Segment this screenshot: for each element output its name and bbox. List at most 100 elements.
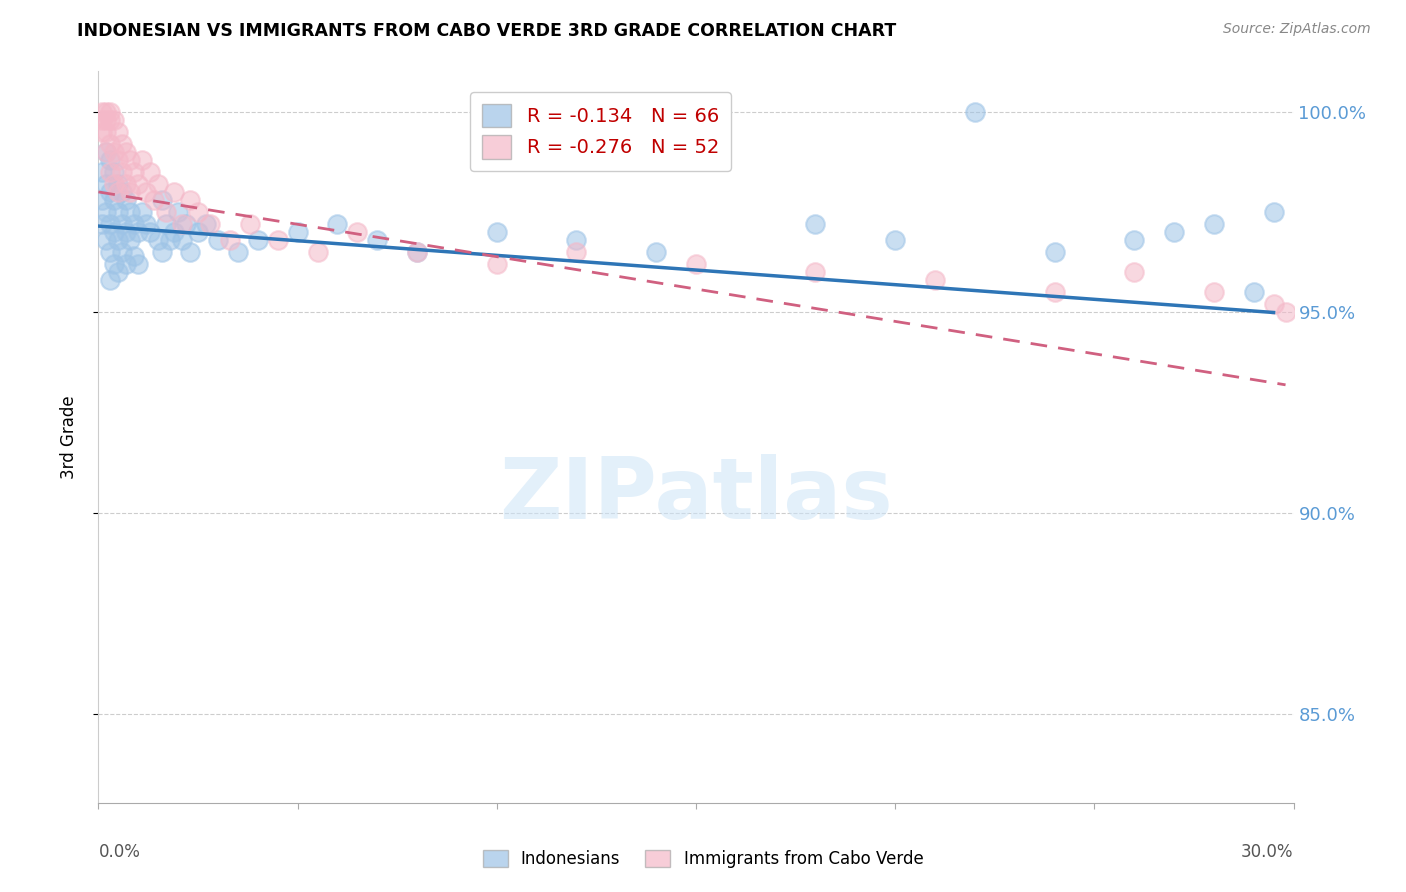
Point bbox=[804, 265, 827, 279]
Point bbox=[187, 225, 209, 239]
Point bbox=[139, 225, 162, 239]
Point bbox=[98, 165, 122, 179]
Point bbox=[1123, 265, 1146, 279]
Point bbox=[1043, 245, 1066, 260]
Point bbox=[120, 153, 142, 167]
Point bbox=[127, 257, 149, 271]
Point bbox=[239, 217, 262, 231]
Point bbox=[98, 245, 122, 260]
Point bbox=[179, 245, 201, 260]
Point bbox=[1123, 233, 1146, 247]
Point bbox=[645, 245, 668, 260]
Point bbox=[1202, 285, 1225, 300]
Text: 0.0%: 0.0% bbox=[98, 843, 141, 861]
Point bbox=[127, 225, 149, 239]
Point bbox=[103, 165, 125, 179]
Point bbox=[1043, 285, 1066, 300]
Point bbox=[565, 245, 588, 260]
Point bbox=[96, 112, 118, 127]
Point bbox=[326, 217, 349, 231]
Point bbox=[124, 217, 146, 231]
Point bbox=[91, 165, 114, 179]
Point bbox=[155, 217, 177, 231]
Point bbox=[207, 233, 229, 247]
Text: 30.0%: 30.0% bbox=[1241, 843, 1294, 861]
Point bbox=[155, 205, 177, 219]
Point bbox=[115, 177, 138, 191]
Point bbox=[924, 273, 946, 287]
Point bbox=[111, 136, 134, 151]
Text: ZIPatlas: ZIPatlas bbox=[499, 454, 893, 537]
Point bbox=[346, 225, 368, 239]
Point bbox=[103, 177, 125, 191]
Point bbox=[1202, 217, 1225, 231]
Point bbox=[107, 177, 129, 191]
Point bbox=[139, 165, 162, 179]
Point bbox=[120, 185, 142, 199]
Point bbox=[96, 233, 118, 247]
Point bbox=[163, 225, 186, 239]
Point bbox=[1274, 305, 1296, 319]
Point bbox=[98, 217, 122, 231]
Point bbox=[219, 233, 242, 247]
Y-axis label: 3rd Grade: 3rd Grade bbox=[59, 395, 77, 479]
Point bbox=[804, 217, 827, 231]
Point bbox=[406, 245, 429, 260]
Point bbox=[163, 185, 186, 199]
Point bbox=[115, 257, 138, 271]
Point bbox=[96, 104, 118, 119]
Point bbox=[174, 217, 197, 231]
Point bbox=[107, 153, 129, 167]
Point bbox=[107, 233, 129, 247]
Point bbox=[159, 233, 181, 247]
Point bbox=[91, 125, 114, 139]
Point bbox=[98, 273, 122, 287]
Point bbox=[111, 245, 134, 260]
Point bbox=[366, 233, 388, 247]
Point bbox=[150, 245, 173, 260]
Point bbox=[198, 217, 221, 231]
Point bbox=[91, 112, 114, 127]
Point bbox=[148, 233, 170, 247]
Point bbox=[135, 217, 157, 231]
Point bbox=[307, 245, 329, 260]
Point bbox=[111, 217, 134, 231]
Point bbox=[884, 233, 907, 247]
Point bbox=[1263, 297, 1285, 311]
Legend: R = -0.134   N = 66, R = -0.276   N = 52: R = -0.134 N = 66, R = -0.276 N = 52 bbox=[470, 92, 731, 170]
Point bbox=[406, 245, 429, 260]
Point bbox=[150, 193, 173, 207]
Point bbox=[187, 205, 209, 219]
Legend: Indonesians, Immigrants from Cabo Verde: Indonesians, Immigrants from Cabo Verde bbox=[475, 843, 931, 875]
Point bbox=[98, 136, 122, 151]
Point bbox=[287, 225, 309, 239]
Point bbox=[195, 217, 218, 231]
Point bbox=[485, 257, 508, 271]
Point bbox=[172, 233, 194, 247]
Point bbox=[124, 165, 146, 179]
Point bbox=[103, 225, 125, 239]
Point bbox=[103, 193, 125, 207]
Point bbox=[107, 205, 129, 219]
Point bbox=[267, 233, 290, 247]
Point bbox=[143, 193, 166, 207]
Point bbox=[115, 193, 138, 207]
Point bbox=[103, 112, 125, 127]
Point bbox=[685, 257, 707, 271]
Point bbox=[565, 233, 588, 247]
Point bbox=[107, 265, 129, 279]
Point bbox=[124, 249, 146, 263]
Point bbox=[111, 165, 134, 179]
Point bbox=[167, 205, 190, 219]
Point bbox=[96, 145, 118, 159]
Point bbox=[107, 125, 129, 139]
Point bbox=[96, 205, 118, 219]
Point bbox=[111, 185, 134, 199]
Point bbox=[1263, 205, 1285, 219]
Point bbox=[226, 245, 249, 260]
Point bbox=[120, 233, 142, 247]
Point bbox=[96, 125, 118, 139]
Point bbox=[103, 145, 125, 159]
Point bbox=[98, 104, 122, 119]
Point bbox=[246, 233, 269, 247]
